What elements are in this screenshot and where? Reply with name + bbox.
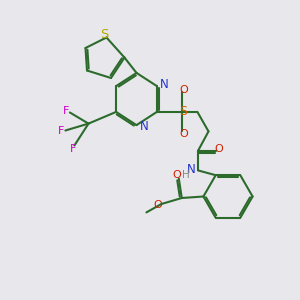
Text: H: H: [182, 170, 189, 180]
Text: N: N: [140, 120, 148, 133]
Text: O: O: [179, 85, 188, 95]
Text: F: F: [63, 106, 69, 116]
Text: N: N: [160, 78, 169, 92]
Text: O: O: [214, 143, 224, 154]
Text: S: S: [100, 28, 108, 41]
Text: F: F: [58, 125, 65, 136]
Text: O: O: [172, 170, 181, 181]
Text: S: S: [179, 105, 187, 119]
Text: O: O: [153, 200, 162, 210]
Text: O: O: [179, 129, 188, 139]
Text: F: F: [70, 143, 77, 154]
Text: N: N: [187, 163, 196, 176]
